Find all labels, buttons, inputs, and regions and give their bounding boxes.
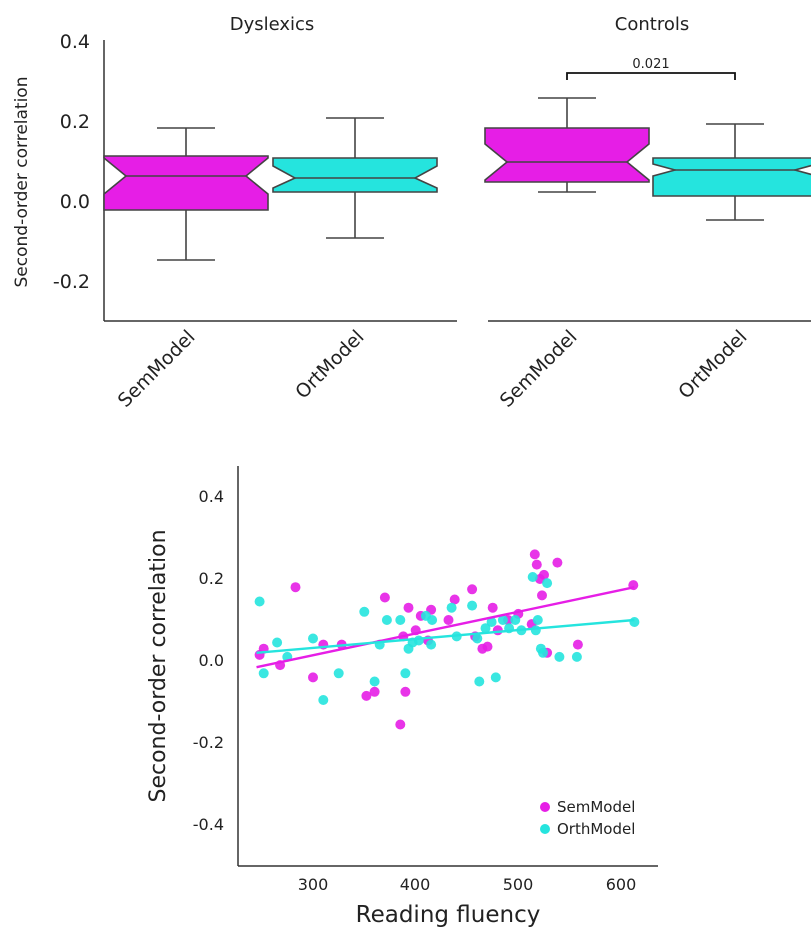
- scatter-point-orthmodel: [527, 572, 538, 582]
- scatter-point-orthmodel: [474, 676, 485, 687]
- legend-marker-orthmodel: [540, 824, 550, 834]
- scatter-point-orthmodel: [571, 651, 582, 662]
- scatter-point-semmodel: [529, 549, 540, 560]
- scatter-point-orthmodel: [426, 639, 437, 650]
- legend-marker-semmodel: [540, 802, 550, 812]
- scatter-ytick-label: 0.0: [199, 651, 224, 670]
- scatter-point-orthmodel: [490, 672, 501, 683]
- scatter-point-semmodel: [467, 584, 478, 595]
- scatter-point-semmodel: [400, 686, 411, 697]
- scatter-point-orthmodel: [359, 606, 370, 617]
- scatter-point-orthmodel: [467, 600, 478, 611]
- scatter-point-orthmodel: [272, 637, 283, 648]
- scatter-point-semmodel: [537, 590, 547, 601]
- scatter-point-semmodel: [482, 641, 493, 652]
- scatter-point-semmodel: [369, 686, 380, 697]
- boxplot-y-axis-label: Second-order correlation: [12, 77, 32, 288]
- scatter-point-semmodel: [308, 672, 318, 683]
- scatter-point-orthmodel: [472, 633, 483, 644]
- scatter-ytick-label: -0.2: [193, 733, 224, 752]
- scatter-point-orthmodel: [486, 617, 497, 627]
- scatter-xtick-label: 400: [400, 875, 431, 894]
- scatter-point-orthmodel: [530, 625, 541, 636]
- panel-title-dyslexics: Dyslexics: [230, 14, 315, 35]
- scatter-point-orthmodel: [497, 615, 508, 625]
- boxplot-ytick-label: 0.2: [60, 111, 90, 133]
- boxplot-xtick-label: SemModel: [114, 326, 200, 412]
- scatter-point-semmodel: [531, 559, 542, 570]
- legend: SemModel OrthModel: [540, 798, 635, 838]
- boxplot-xtick-label: SemModel: [496, 326, 582, 412]
- scatter-point-orthmodel: [308, 633, 318, 644]
- scatter-point-orthmodel: [542, 578, 553, 589]
- scatter-point-orthmodel: [258, 668, 269, 679]
- scatter-point-semmodel: [487, 602, 498, 613]
- scatter-point-semmodel: [572, 639, 583, 650]
- scatter-point-orthmodel: [446, 602, 457, 613]
- scatter-point-semmodel: [492, 625, 503, 636]
- scatter-xtick-label: 500: [503, 875, 534, 894]
- scatter-x-axis-label: Reading fluency: [356, 902, 541, 928]
- scatter-point-orthmodel: [510, 615, 521, 625]
- boxplot-xtick-label: OrtModel: [291, 326, 368, 403]
- scatter-point-orthmodel: [254, 596, 265, 607]
- significance-p-value: 0.021: [632, 57, 669, 72]
- box-semmodel: [103, 155, 269, 211]
- boxplot-ytick-label: -0.2: [53, 271, 90, 293]
- fit-line-semmodel: [256, 586, 635, 669]
- box-ortmodel: [652, 157, 811, 197]
- scatter-ytick-label: 0.4: [199, 487, 224, 506]
- scatter-ytick-label: 0.2: [199, 569, 224, 588]
- legend-label-orthmodel: OrthModel: [557, 820, 635, 838]
- scatter-ytick-label: -0.4: [193, 815, 224, 834]
- scatter-point-semmodel: [449, 594, 460, 605]
- scatter-point-semmodel: [403, 602, 414, 613]
- scatter-point-orthmodel: [629, 617, 640, 627]
- scatter-point-orthmodel: [400, 668, 411, 679]
- scatter-point-semmodel: [395, 719, 406, 730]
- scatter-point-orthmodel: [381, 615, 392, 625]
- scatter-point-orthmodel: [538, 647, 548, 658]
- boxplot-ytick-label: 0.4: [60, 31, 90, 53]
- fit-line-orthmodel: [256, 618, 635, 654]
- scatter-xtick-label: 600: [606, 875, 637, 894]
- scatter-point-semmodel: [443, 615, 454, 625]
- scatter-point-orthmodel: [413, 635, 424, 646]
- boxplot-xtick-label: OrtModel: [674, 326, 751, 403]
- fit-line-layer: [256, 586, 635, 669]
- scatter-point-orthmodel: [554, 651, 565, 662]
- box-ortmodel: [272, 157, 438, 193]
- scatter-panel: 0.4 0.2 0.0 -0.2 -0.4 300 400 500 600 Re…: [146, 466, 658, 928]
- boxplot-panel: Dyslexics Controls Second-order correlat…: [12, 14, 811, 412]
- scatter-y-axis-label: Second-order correlation: [146, 529, 171, 802]
- legend-label-semmodel: SemModel: [557, 798, 635, 816]
- scatter-xtick-label: 300: [298, 875, 329, 894]
- panel-title-controls: Controls: [615, 14, 689, 35]
- scatter-point-orthmodel: [427, 615, 438, 625]
- scatter-point-semmodel: [552, 557, 563, 568]
- scatter-point-orthmodel: [480, 623, 491, 634]
- scatter-point-orthmodel: [318, 695, 329, 705]
- scatter-point-orthmodel: [369, 676, 380, 687]
- box-layer: [103, 97, 811, 261]
- scatter-point-orthmodel: [333, 668, 344, 679]
- scatter-point-layer: [254, 549, 640, 730]
- scatter-point-orthmodel: [532, 615, 543, 625]
- box-semmodel: [484, 127, 650, 183]
- significance-bracket: [566, 72, 736, 80]
- scatter-point-semmodel: [539, 569, 549, 580]
- boxplot-ytick-label: 0.0: [60, 191, 90, 213]
- scatter-point-semmodel: [290, 582, 301, 593]
- scatter-point-semmodel: [361, 690, 372, 701]
- scatter-point-semmodel: [379, 592, 390, 603]
- scatter-point-orthmodel: [395, 615, 406, 625]
